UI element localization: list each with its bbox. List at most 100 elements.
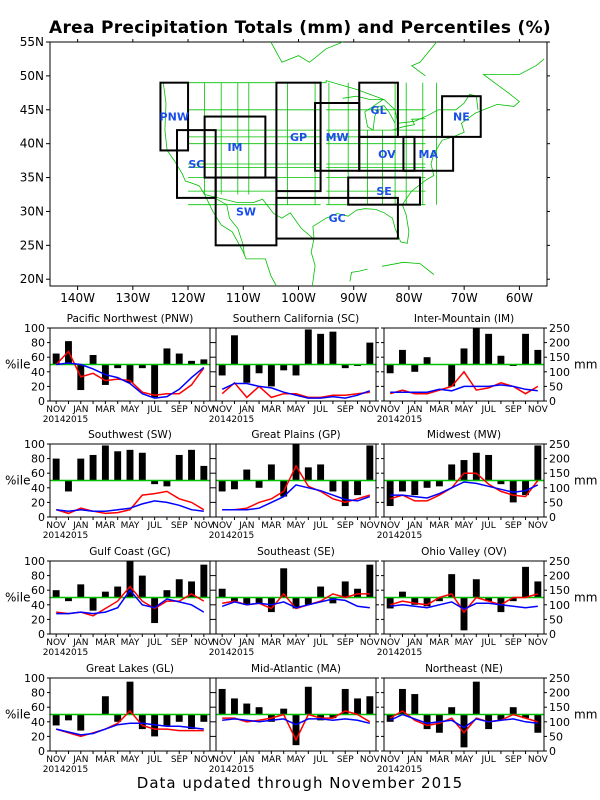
percentile-bar (65, 480, 72, 492)
mm-line (56, 588, 205, 615)
x-tick-label: MAR (261, 521, 281, 531)
map-axis-ticks: 140W 130W 120W 110W 100W 90W 80W 70W 60W 20N 25N 30… (20, 35, 550, 305)
x-tick-label: NOV (380, 405, 401, 415)
x-tick-label: MAY (455, 405, 474, 415)
x-tick-label: JUL (312, 521, 327, 531)
percentile-line (221, 381, 370, 399)
percentile-bar (188, 714, 195, 730)
percentile-line (389, 370, 539, 395)
x-tick-label: MAY (455, 521, 474, 531)
x-tick-label: NOV (212, 638, 233, 648)
lake-erie-ontario-shore (392, 118, 426, 131)
y-tick-label-left: 40 (31, 482, 45, 495)
percentile-bar (163, 480, 171, 487)
percentile-bar (534, 714, 542, 733)
x-tick-label: NOV (46, 638, 67, 648)
baja-gulf-coastline (216, 198, 245, 256)
page-title: Area Precipitation Totals (mm) and Perce… (48, 18, 551, 38)
y-tick-label-right: 100 (549, 366, 570, 379)
x-tick-label: SEP (337, 638, 354, 648)
y-tick-label-right: 100 (549, 716, 570, 729)
x-tick-label: MAY (287, 405, 306, 415)
x-tick-label: SEP (337, 405, 354, 415)
map-geography (162, 41, 545, 287)
y-tick-label-left: 20 (31, 380, 45, 393)
x-tick-label: MAR (429, 638, 449, 648)
panel-title: Southern California (SC) (233, 313, 360, 325)
percentile-line (389, 709, 539, 734)
region-box-se (347, 176, 421, 206)
x-tick-label: JAN (238, 755, 254, 765)
y-tick-label-left: 80 (31, 337, 45, 350)
y-tick-label-right: 250 (549, 555, 570, 568)
lon-tick-label: 130W (115, 291, 150, 305)
x-tick-label: SEP (505, 755, 522, 765)
percentile-bar (65, 714, 72, 721)
x-year-label: 2015 (65, 648, 88, 658)
y-tick-label-right: 200 (549, 570, 570, 583)
lon-tick-label: 100W (281, 291, 316, 305)
panel-title: Gulf Coast (GC) (89, 546, 171, 558)
y-tick-label-right: 200 (549, 687, 570, 700)
panel-title: Southeast (SE) (257, 546, 335, 558)
x-tick-label: MAR (429, 755, 449, 765)
region-label-ne: NE (453, 111, 470, 124)
panel-title: Mid-Atlantic (MA) (251, 663, 341, 675)
percentile-bar (423, 597, 431, 607)
y-axis-label-left: %ile (5, 591, 30, 605)
x-tick-label: MAR (95, 638, 115, 648)
percentile-line (389, 472, 539, 502)
lon-tick-label: 90W (340, 291, 367, 305)
x-year-label: 2015 (231, 648, 254, 658)
percentile-bar (435, 480, 443, 487)
panel-great-lakes-gl: Great Lakes (GL)NOV JAN MAR MAY JUL SEP NOV201… (5, 663, 215, 775)
x-year-label: 2014 (377, 765, 400, 775)
y-tick-label-left: 20 (31, 613, 45, 626)
percentile-bar (126, 561, 134, 598)
x-tick-label: JAN (238, 638, 254, 648)
x-year-label: 2014 (377, 531, 400, 541)
panel-title: Ohio Valley (OV) (421, 546, 507, 558)
percentile-bar (448, 707, 456, 715)
percentile-bar (304, 467, 312, 481)
x-tick-label: MAR (261, 755, 281, 765)
percentile-bar (386, 480, 394, 507)
y-tick-label-left: 80 (31, 687, 45, 700)
percentile-line (222, 464, 371, 511)
panel-great-plains-gp: Great Plains (GP)NOV JAN MAR MAY JUL SEP NOV20… (209, 429, 381, 541)
percentile-bar (366, 696, 374, 715)
y-tick-label-left: 60 (31, 467, 45, 480)
x-tick-label: NOV (46, 755, 67, 765)
panel-gulf-coast-gc: Gulf Coast (GC)NOV JAN MAR MAY JUL SEP NOV2014… (5, 546, 215, 658)
percentile-bar (163, 348, 171, 365)
y-tick-label-left: 100 (24, 322, 45, 335)
percentile-bar (175, 454, 183, 481)
x-tick-label: SEP (171, 405, 188, 415)
percentile-bar (243, 597, 251, 605)
percentile-bar (472, 452, 480, 481)
x-tick-label: NOV (194, 638, 215, 648)
region-box-ov (358, 135, 416, 172)
percentile-bar (485, 333, 493, 365)
y-tick-label-right: 100 (549, 482, 570, 495)
panel-mid-atlantic-ma: Mid-Atlantic (MA)NOV JAN MAR MAY JUL SEP NOV20… (209, 663, 381, 775)
percentile-bar (126, 364, 134, 383)
percentile-bar (280, 708, 288, 715)
region-label-gc: GC (329, 212, 346, 225)
percentile-bar (522, 480, 529, 496)
percentile-bar (509, 707, 517, 715)
percentile-bar (534, 349, 542, 365)
percentile-bar (65, 597, 72, 602)
y-tick-label-right: 150 (549, 701, 570, 714)
percentile-bar (329, 714, 337, 719)
x-tick-label: SEP (337, 755, 354, 765)
percentile-bar (175, 353, 183, 365)
x-year-label: 2014 (43, 765, 66, 775)
lon-tick-label: 120W (171, 291, 206, 305)
y-axis-label-right: mm (574, 358, 597, 372)
mm-line (221, 598, 370, 609)
x-year-label: 2015 (65, 531, 88, 541)
region-label-mw: MW (326, 131, 349, 144)
x-year-label: 2015 (231, 765, 254, 775)
mm-line (222, 484, 371, 511)
